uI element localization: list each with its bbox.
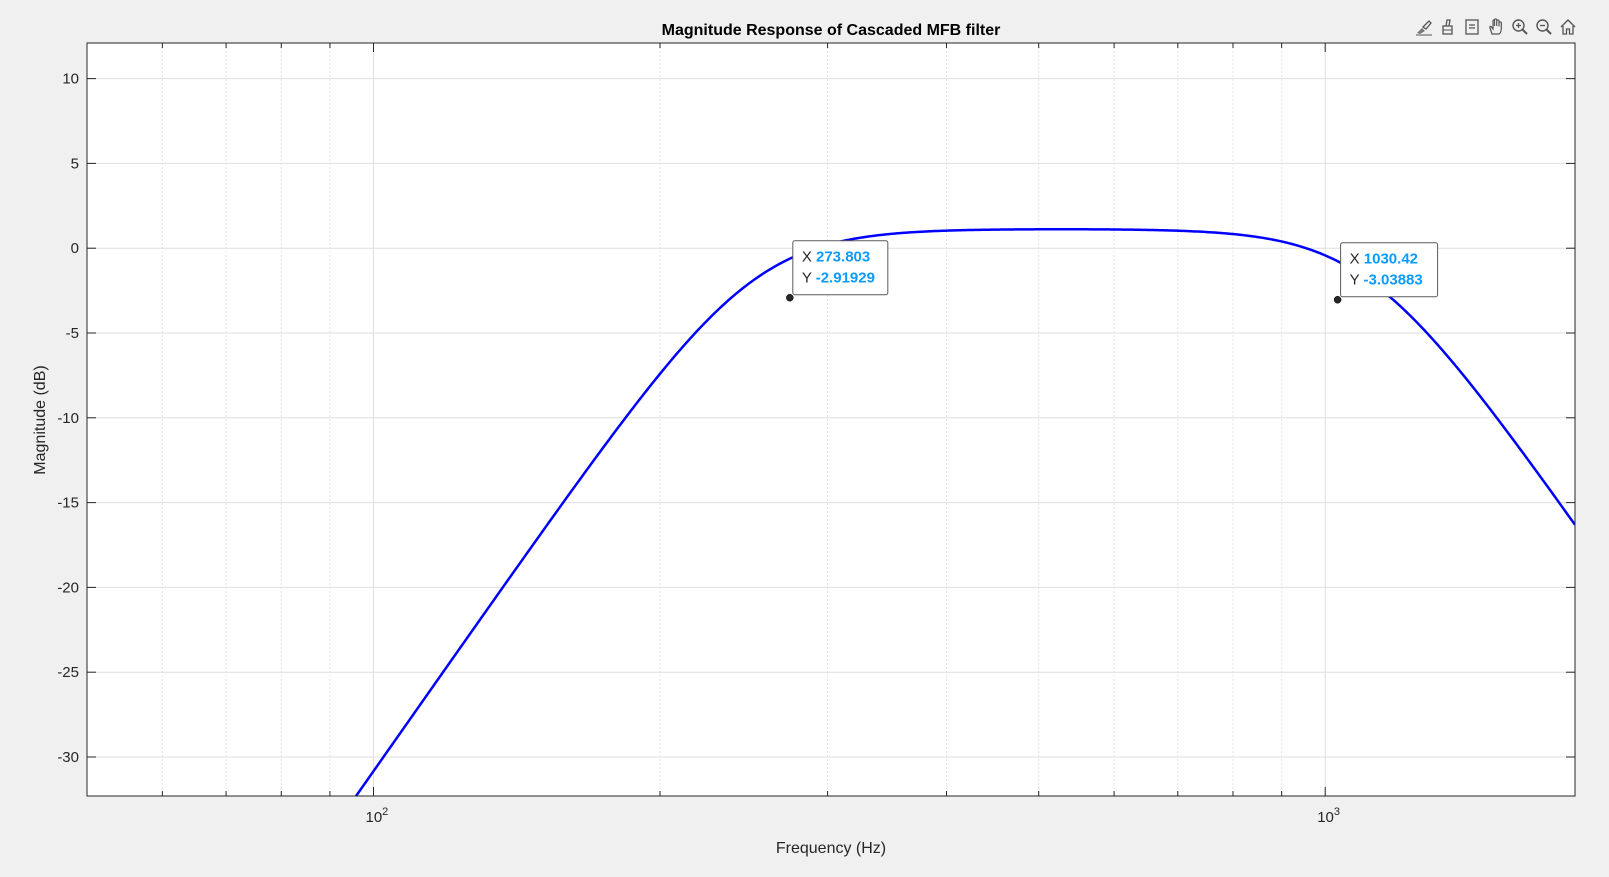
y-tick-label: -20 xyxy=(57,579,79,596)
x-tick-label: 103 xyxy=(1317,806,1340,826)
datatip-box xyxy=(1340,242,1439,298)
restore-view-button[interactable] xyxy=(1557,16,1579,38)
datatip-y-row: Y -2.91929 xyxy=(802,270,875,287)
datatip-box xyxy=(792,240,889,296)
datatip-marker[interactable] xyxy=(1333,295,1342,304)
y-tick-label: 0 xyxy=(71,240,79,257)
export-icon xyxy=(1465,19,1479,35)
datatip[interactable]: X 1030.42 Y -3.03883 xyxy=(1333,242,1439,304)
y-tick-label: -15 xyxy=(57,495,79,512)
x-tick-label: 102 xyxy=(365,806,388,826)
y-tick-label: -5 xyxy=(66,325,79,342)
datatips: X 273.803 Y -2.91929 X 1030.42 Y -3.03883 xyxy=(786,240,1439,304)
y-axis-label: Magnitude (dB) xyxy=(32,365,49,474)
ticks: 102 103 10 5 0 -5 -10 -15 -20 -25 -30 xyxy=(57,43,1575,826)
export-button[interactable] xyxy=(1461,16,1483,38)
brush-icon xyxy=(1416,20,1432,36)
y-tick-label: -25 xyxy=(57,664,79,681)
y-tick-label: -10 xyxy=(57,410,79,427)
zoom-out-button[interactable] xyxy=(1533,16,1555,38)
x-axis-label: Frequency (Hz) xyxy=(776,840,886,857)
datatip[interactable]: X 273.803 Y -2.91929 xyxy=(786,240,889,302)
chart-title: Magnitude Response of Cascaded MFB filte… xyxy=(662,22,1001,39)
data-tips-button[interactable] xyxy=(1437,16,1459,38)
zoom-in-icon xyxy=(1512,19,1528,35)
pan-icon xyxy=(1489,18,1502,35)
axes-box xyxy=(86,42,1576,797)
y-tick-label: 5 xyxy=(71,155,79,172)
datatip-x-row: X 1030.42 xyxy=(1350,251,1418,268)
y-tick-label: -30 xyxy=(57,749,79,766)
home-icon xyxy=(1560,19,1576,35)
y-tick-label: 10 xyxy=(62,71,79,88)
grid xyxy=(86,43,1575,796)
datatip-y-row: Y -3.03883 xyxy=(1350,272,1423,289)
brush-button[interactable] xyxy=(1413,16,1435,38)
axes-background[interactable] xyxy=(87,43,1575,796)
datatip-x-row: X 273.803 xyxy=(802,249,870,266)
datatip-marker[interactable] xyxy=(786,293,794,302)
axes-toolbar xyxy=(1413,16,1579,38)
zoom-out-icon xyxy=(1536,19,1552,35)
zoom-in-button[interactable] xyxy=(1509,16,1531,38)
data-tips-icon xyxy=(1442,19,1453,35)
pan-button[interactable] xyxy=(1485,16,1507,38)
